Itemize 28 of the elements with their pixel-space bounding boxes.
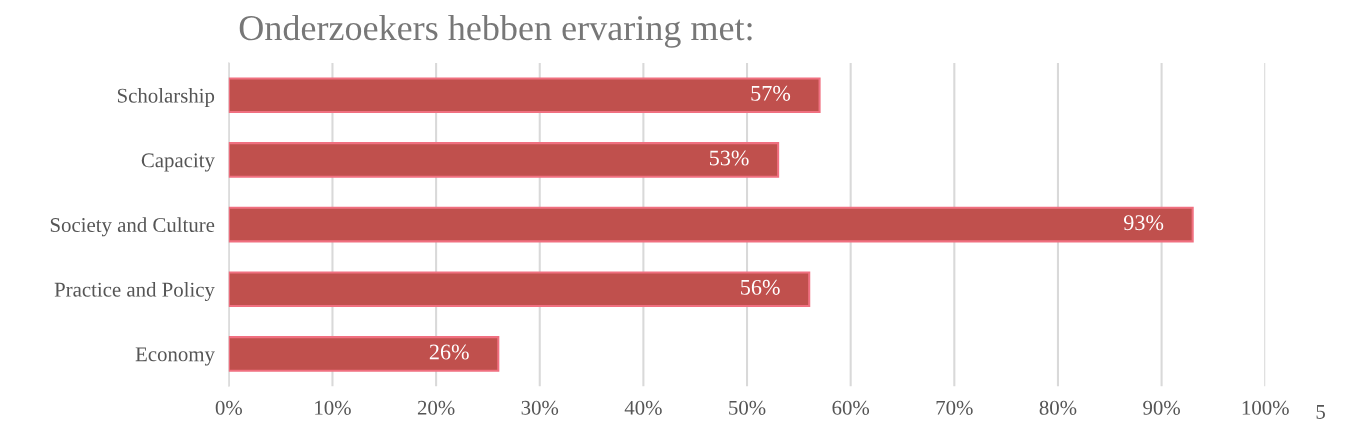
x-tick-label: 50%	[729, 400, 766, 415]
data-label: 93%	[1123, 215, 1164, 231]
bar	[228, 142, 780, 178]
bar	[228, 336, 500, 372]
y-tick-label: Economy	[135, 347, 215, 366]
bar	[228, 77, 821, 114]
x-tick-label: 90%	[1143, 400, 1180, 415]
x-tick-label: 20%	[417, 400, 455, 415]
y-tick-label: Scholarship	[117, 88, 215, 107]
x-tick-label: 60%	[832, 400, 870, 415]
x-tick-label: 40%	[624, 400, 662, 415]
chart-title: Onderzoekers hebben ervaring met:	[239, 14, 752, 48]
x-tick-label: 0%	[215, 400, 242, 415]
x-tick-label: 30%	[521, 400, 559, 415]
bar	[228, 271, 811, 308]
y-tick-label: Practice and Policy	[54, 282, 215, 301]
x-tick-label: 80%	[1039, 400, 1077, 415]
y-tick-label: Society and Culture	[50, 217, 215, 237]
bar	[228, 206, 1194, 243]
data-label: 53%	[709, 150, 749, 166]
x-tick-label: 10%	[315, 400, 351, 415]
x-tick-label: 100%	[1242, 400, 1289, 415]
y-tick-label: Capacity	[141, 153, 215, 172]
data-label: 57%	[751, 85, 791, 101]
data-label: 26%	[429, 344, 469, 360]
x-tick-label: 70%	[936, 400, 973, 415]
data-label: 56%	[741, 279, 780, 295]
text: 5	[1316, 405, 1325, 419]
